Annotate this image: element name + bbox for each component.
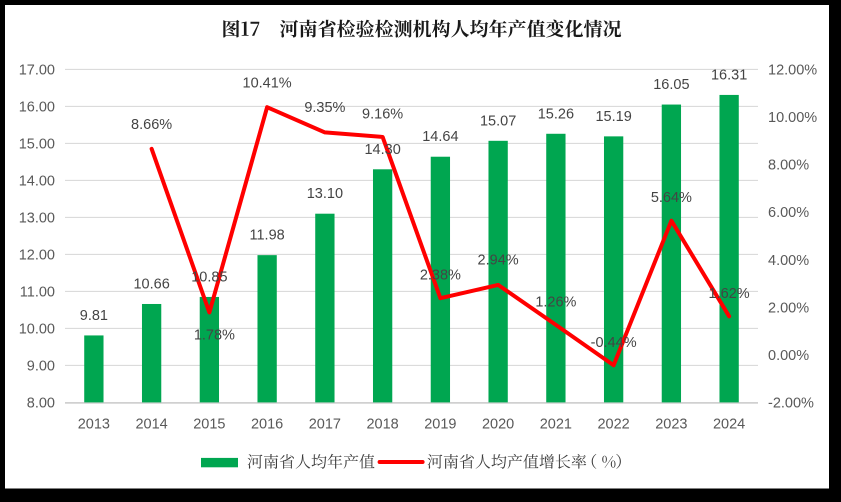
svg-text:10.85: 10.85 [191,269,227,285]
svg-text:12.00: 12.00 [19,248,55,264]
svg-text:11.00: 11.00 [20,285,55,301]
svg-text:2015: 2015 [193,417,225,433]
svg-text:9.81: 9.81 [80,308,108,324]
svg-text:9.00: 9.00 [27,359,55,375]
svg-text:8.00%: 8.00% [768,158,809,174]
svg-text:4.00%: 4.00% [768,253,809,269]
svg-text:16.31: 16.31 [711,67,747,83]
svg-text:15.19: 15.19 [595,109,631,125]
svg-text:2.00%: 2.00% [768,300,809,316]
svg-text:2020: 2020 [482,417,514,433]
svg-text:0.00%: 0.00% [768,348,809,364]
svg-text:10.00: 10.00 [19,322,55,338]
svg-text:2019: 2019 [424,417,456,433]
svg-text:11.98: 11.98 [250,228,285,244]
svg-text:2014: 2014 [135,417,167,433]
svg-text:2022: 2022 [597,417,629,433]
svg-text:8.00: 8.00 [27,396,55,412]
svg-text:1.78%: 1.78% [194,327,235,343]
svg-text:-0.44%: -0.44% [591,335,637,351]
svg-text:15.00: 15.00 [19,137,55,153]
svg-text:2021: 2021 [540,417,572,433]
svg-text:2.94%: 2.94% [478,252,519,268]
svg-text:12.00%: 12.00% [768,63,817,79]
svg-text:17.00: 17.00 [19,63,55,79]
svg-text:5.64%: 5.64% [651,190,692,206]
svg-text:2.38%: 2.38% [420,268,461,284]
svg-text:10.00%: 10.00% [768,110,817,126]
svg-text:2016: 2016 [251,417,283,433]
svg-text:2013: 2013 [78,417,110,433]
svg-text:13.10: 13.10 [307,186,343,202]
svg-text:8.66%: 8.66% [131,117,172,133]
svg-text:14.00: 14.00 [19,174,55,190]
svg-text:13.00: 13.00 [19,211,55,227]
svg-text:6.00%: 6.00% [768,205,809,221]
svg-text:9.16%: 9.16% [362,106,403,122]
svg-text:-2.00%: -2.00% [768,396,814,412]
svg-text:1.62%: 1.62% [709,286,750,302]
svg-text:1.26%: 1.26% [535,294,576,310]
svg-text:14.64: 14.64 [422,129,458,145]
svg-text:2017: 2017 [309,417,341,433]
svg-text:15.26: 15.26 [538,106,574,122]
svg-text:16.00: 16.00 [19,100,55,116]
svg-text:2023: 2023 [655,417,687,433]
svg-text:2018: 2018 [366,417,398,433]
svg-text:16.05: 16.05 [653,77,689,93]
svg-text:2024: 2024 [713,417,745,433]
svg-text:9.35%: 9.35% [304,100,345,116]
svg-text:10.41%: 10.41% [243,75,292,91]
svg-text:10.66: 10.66 [133,276,169,292]
svg-text:15.07: 15.07 [480,113,516,129]
svg-text:14.30: 14.30 [364,142,400,158]
